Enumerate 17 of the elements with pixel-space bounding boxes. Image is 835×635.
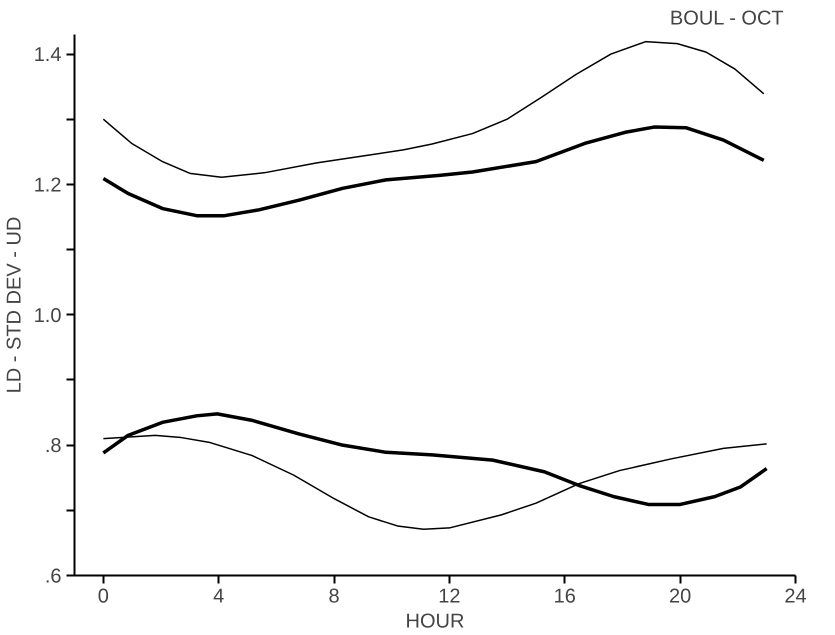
line-series: [102, 40, 765, 178]
y-tick-label: 1.2: [34, 174, 62, 196]
x-tick-label: 16: [554, 586, 576, 608]
x-tick-label: 12: [438, 586, 461, 608]
chart-title: BOUL - OCT: [670, 8, 784, 30]
y-tick-label: 1.4: [34, 44, 62, 66]
x-axis-title: HOUR: [406, 610, 464, 632]
x-tick-label: 0: [98, 586, 109, 608]
x-tick-label: 20: [669, 586, 692, 608]
x-tick-label: 4: [213, 586, 224, 608]
x-tick-label: 8: [328, 586, 340, 608]
x-tick-label: 24: [784, 586, 807, 608]
y-axis-title: LD - STD DEV - UD: [4, 216, 26, 394]
y-tick-label: .8: [44, 435, 62, 458]
y-tick-label: .6: [44, 566, 62, 588]
line-series: [102, 125, 766, 218]
y-tick-label: 1.0: [34, 304, 62, 327]
